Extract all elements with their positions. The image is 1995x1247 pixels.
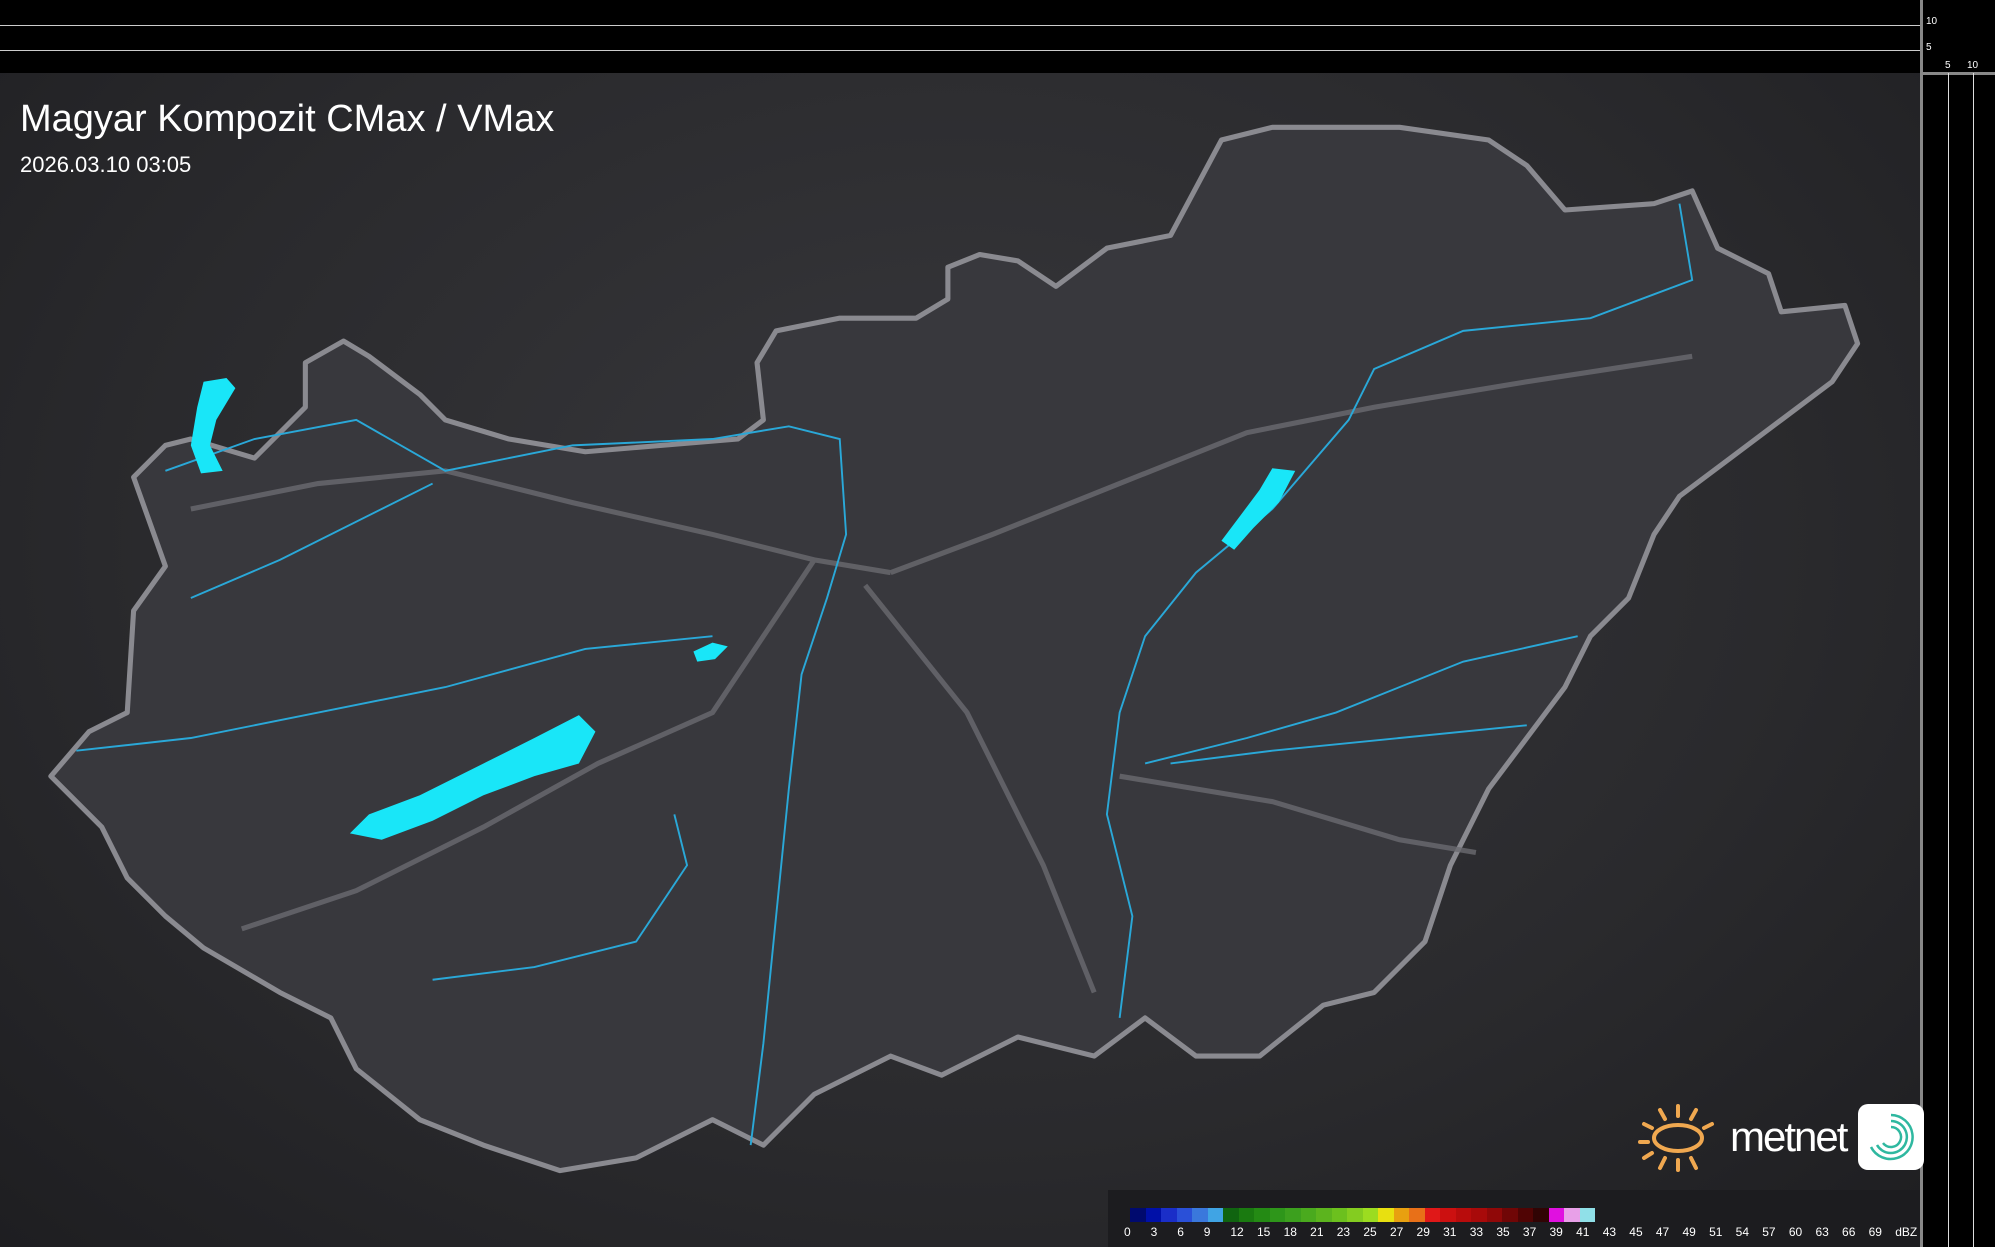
color-swatch (1502, 1208, 1518, 1222)
color-swatch (1300, 1208, 1316, 1222)
scale-label: 15 (1256, 1225, 1271, 1239)
scale-line-10 (0, 25, 1920, 26)
color-swatch (1533, 1208, 1549, 1222)
scale-label: 21 (1310, 1225, 1324, 1239)
top-scale-band (0, 0, 1920, 73)
lake-velence (693, 642, 728, 662)
color-swatch (1347, 1208, 1363, 1222)
lake-balaton (349, 715, 596, 840)
scale-label: 69 (1868, 1225, 1882, 1239)
color-swatch (1362, 1208, 1378, 1222)
scale-label: 45 (1629, 1225, 1643, 1239)
roads (190, 353, 1693, 994)
map-title: Magyar Kompozit CMax / VMax (20, 98, 555, 140)
color-scale-bar (1130, 1208, 1595, 1222)
color-swatch (1145, 1208, 1161, 1222)
scale-label: 47 (1655, 1225, 1670, 1239)
color-swatch (1471, 1208, 1487, 1222)
tick-label: 5 (1926, 42, 1932, 53)
color-swatch (1440, 1208, 1456, 1222)
color-swatch (1161, 1208, 1177, 1222)
scale-label: 3 (1150, 1225, 1158, 1239)
color-swatch (1455, 1208, 1471, 1222)
scale-label: 54 (1735, 1225, 1750, 1239)
color-swatch (1486, 1208, 1502, 1222)
metnet-logo: metnet (1638, 1102, 1925, 1172)
scale-label: 6 (1177, 1225, 1184, 1239)
color-swatch (1130, 1208, 1146, 1222)
lakes (190, 377, 1296, 840)
color-swatch (1176, 1208, 1192, 1222)
color-swatch (1517, 1208, 1533, 1222)
scale-label: 49 (1682, 1225, 1696, 1239)
sun-icon (1638, 1104, 1714, 1172)
lake-neusiedl (190, 377, 236, 474)
swirl-icon (1870, 1113, 1915, 1161)
rivers (76, 203, 1694, 1146)
scale-label: 0 (1124, 1225, 1131, 1239)
scale-label: 12 (1230, 1225, 1244, 1239)
scale-label: 66 (1842, 1225, 1856, 1239)
color-swatch (1238, 1208, 1254, 1222)
color-swatch (1424, 1208, 1440, 1222)
scale-label: 37 (1522, 1225, 1537, 1239)
tick-label: 10 (1926, 16, 1938, 27)
scale-line-5 (0, 50, 1920, 51)
scale-label: 60 (1788, 1225, 1803, 1239)
scale-label: 35 (1496, 1225, 1510, 1239)
scale-label: 31 (1443, 1225, 1457, 1239)
tick-label: 10 (1967, 60, 1979, 71)
color-swatch (1378, 1208, 1394, 1222)
scale-line-v10 (1973, 73, 1974, 1247)
scale-label: 39 (1549, 1225, 1563, 1239)
scale-label: 51 (1709, 1225, 1723, 1239)
color-swatch (1548, 1208, 1564, 1222)
scale-label: 9 (1203, 1225, 1211, 1239)
unit-label: dBZ (1895, 1225, 1918, 1239)
scale-label: 33 (1469, 1225, 1484, 1239)
color-swatch (1579, 1208, 1595, 1222)
tick-label: 5 (1945, 60, 1951, 71)
scale-label: 29 (1416, 1225, 1430, 1239)
scale-line-v5 (1948, 73, 1949, 1247)
hungary-outline (48, 124, 1861, 1174)
scale-label: 23 (1336, 1225, 1351, 1239)
app-logo (1858, 1104, 1925, 1170)
color-swatch (1409, 1208, 1425, 1222)
color-swatch (1564, 1208, 1580, 1222)
brand-name: metnet (1730, 1113, 1848, 1160)
color-swatch (1393, 1208, 1409, 1222)
dbz-legend: 0 3 6 9 12 15 18 21 23 25 27 29 31 33 35 37 39 41 43 45 47 49… (1108, 1190, 1920, 1247)
color-swatch (1285, 1208, 1301, 1222)
color-swatch (1316, 1208, 1332, 1222)
color-swatch (1254, 1208, 1270, 1222)
scale-label: 43 (1602, 1225, 1617, 1239)
timestamp: 2026.03.10 03:05 (20, 152, 192, 177)
color-scale-labels: 0 3 6 9 12 15 18 21 23 25 27 29 31 33 35 37 39 41 43 45 47 49… (1124, 1225, 1922, 1239)
scale-label: 18 (1283, 1225, 1297, 1239)
color-swatch (1192, 1208, 1208, 1222)
scale-label: 27 (1389, 1225, 1404, 1239)
lake-tisza (1221, 468, 1296, 550)
color-swatch (1207, 1208, 1223, 1222)
color-swatch (1269, 1208, 1285, 1222)
color-swatch (1223, 1208, 1239, 1222)
scale-label: 41 (1576, 1225, 1590, 1239)
right-scale-panel: 10 5 5 10 (1920, 0, 1995, 1247)
color-swatch (1331, 1208, 1347, 1222)
scale-divider (1923, 72, 1995, 75)
scale-label: 63 (1815, 1225, 1829, 1239)
scale-label: 25 (1363, 1225, 1377, 1239)
scale-label: 57 (1762, 1225, 1776, 1239)
